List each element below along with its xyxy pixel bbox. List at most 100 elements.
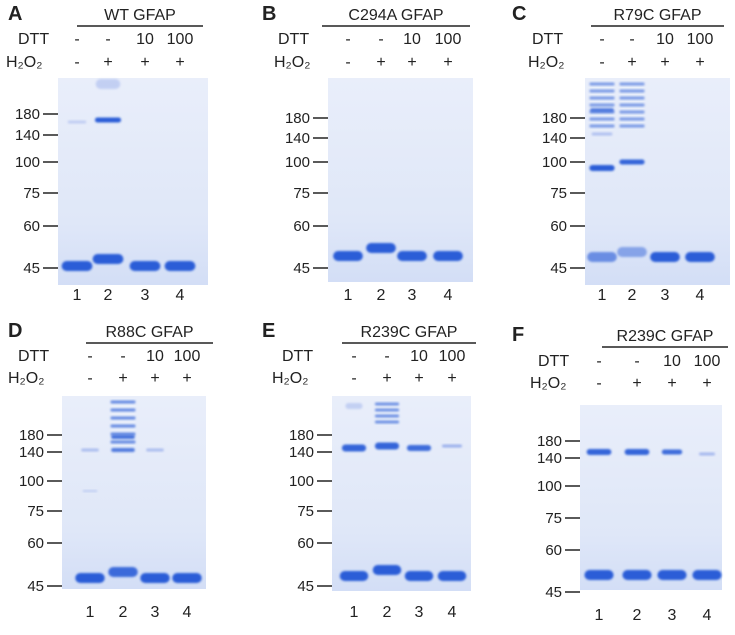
panel-title: C294A GFAP — [348, 7, 443, 24]
dtt-label: DTT — [18, 348, 49, 365]
monomer-band — [657, 570, 687, 580]
dtt-value-lane-4: 100 — [687, 31, 714, 48]
monomer-band — [372, 565, 402, 575]
h2o2-label: H₂O₂ — [528, 54, 564, 71]
lane-number-4: 4 — [183, 604, 192, 621]
mw-marker-100: 100 — [285, 154, 310, 171]
dtt-value-lane-4: 100 — [694, 353, 721, 370]
dtt-label: DTT — [282, 348, 313, 365]
dtt-value-lane-1: - — [87, 348, 92, 365]
monomer-band — [617, 247, 647, 257]
monomer-band — [172, 573, 202, 583]
h2o2-value-lane-3: + — [407, 54, 416, 71]
h2o2-value-lane-4: + — [182, 370, 191, 387]
mw-marker-100: 100 — [15, 154, 40, 171]
oligomer-band — [374, 414, 400, 418]
oligomer-band — [589, 96, 615, 100]
oligomer-band — [590, 108, 614, 112]
panel-a: A WT GFAP DTT H₂O₂ - - - +10 +100 +180 140 100 75 60 4… — [6, 3, 208, 304]
h2o2-value-lane-1: - — [345, 54, 350, 71]
h2o2-value-lane-3: + — [414, 370, 423, 387]
dtt-value-lane-4: 100 — [174, 348, 201, 365]
oligomer-band — [374, 402, 400, 406]
monomer-band — [108, 567, 138, 577]
panel-b: B C294A GFAP DTT H₂O₂ - - - +10 +100 +180 140 100 75… — [262, 3, 473, 304]
mw-marker-180: 180 — [537, 433, 562, 450]
panel-c: C R79C GFAP DTT H₂O₂ - - - +10 +100 +180 140 100 75 6… — [512, 3, 730, 304]
h2o2-value-lane-2: + — [103, 54, 112, 71]
gel-background — [332, 396, 471, 591]
dimer-band — [661, 449, 683, 455]
h2o2-label: H₂O₂ — [274, 54, 310, 71]
lane-number-3: 3 — [415, 604, 424, 621]
monomer-band — [164, 261, 196, 271]
panel-letter: A — [8, 3, 22, 25]
oligomer-band — [589, 117, 615, 121]
oligomer-band — [619, 117, 645, 121]
h2o2-value-lane-1: - — [596, 375, 601, 392]
dtt-value-lane-1: - — [599, 31, 604, 48]
faint-band — [82, 490, 98, 492]
h2o2-value-lane-1: - — [599, 54, 604, 71]
oligomer-band — [619, 96, 645, 100]
oligomer-band — [110, 424, 136, 428]
h2o2-value-lane-2: + — [627, 54, 636, 71]
h2o2-value-lane-4: + — [447, 370, 456, 387]
faint-band — [67, 120, 87, 124]
lane-number-2: 2 — [383, 604, 392, 621]
dimer-band — [374, 442, 400, 450]
lane-number-1: 1 — [350, 604, 359, 621]
mw-marker-140: 140 — [19, 444, 44, 461]
dimer-band — [586, 449, 612, 455]
mw-marker-100: 100 — [542, 154, 567, 171]
mw-marker-140: 140 — [542, 130, 567, 147]
dimer-band — [341, 444, 367, 452]
mw-marker-180: 180 — [542, 110, 567, 127]
gel-background — [58, 78, 208, 285]
h2o2-value-lane-2: + — [632, 375, 641, 392]
dtt-value-lane-1: - — [351, 348, 356, 365]
oligomer-band — [589, 82, 615, 86]
lane-number-3: 3 — [661, 287, 670, 304]
mw-marker-75: 75 — [550, 185, 567, 202]
dtt-value-lane-3: 10 — [656, 31, 674, 48]
panel-letter: C — [512, 3, 526, 25]
dtt-value-lane-2: - — [120, 348, 125, 365]
panel-letter: B — [262, 3, 276, 25]
h2o2-label: H₂O₂ — [6, 54, 42, 71]
panel-letter: D — [8, 320, 22, 342]
monomer-band — [622, 570, 652, 580]
dtt-value-lane-3: 10 — [146, 348, 164, 365]
lane-number-4: 4 — [448, 604, 457, 621]
oligomer-band — [110, 400, 136, 404]
lane-number-1: 1 — [86, 604, 95, 621]
mw-marker-140: 140 — [537, 450, 562, 467]
dtt-label: DTT — [278, 31, 309, 48]
dimer-band — [624, 449, 650, 455]
mw-marker-100: 100 — [19, 473, 44, 490]
dimer-band — [111, 448, 135, 452]
mw-marker-45: 45 — [23, 260, 40, 277]
mw-marker-180: 180 — [289, 427, 314, 444]
faint-band — [698, 452, 716, 456]
smear-band — [95, 79, 121, 89]
monomer-band — [333, 251, 363, 261]
dtt-value-lane-3: 10 — [136, 31, 154, 48]
oligomer-band — [619, 89, 645, 93]
mw-marker-140: 140 — [285, 130, 310, 147]
monomer-band — [437, 571, 467, 581]
dtt-value-lane-2: - — [378, 31, 383, 48]
lane-number-4: 4 — [444, 287, 453, 304]
panel-letter: F — [512, 324, 524, 346]
monomer-band — [75, 573, 105, 583]
oligomer-band — [110, 440, 136, 444]
panel-title: R239C GFAP — [617, 328, 714, 345]
dtt-value-lane-3: 10 — [403, 31, 421, 48]
lane-number-1: 1 — [73, 287, 82, 304]
panel-title: R79C GFAP — [613, 7, 701, 24]
panel-title: R239C GFAP — [361, 324, 458, 341]
mw-marker-60: 60 — [297, 535, 314, 552]
dtt-value-lane-2: - — [634, 353, 639, 370]
